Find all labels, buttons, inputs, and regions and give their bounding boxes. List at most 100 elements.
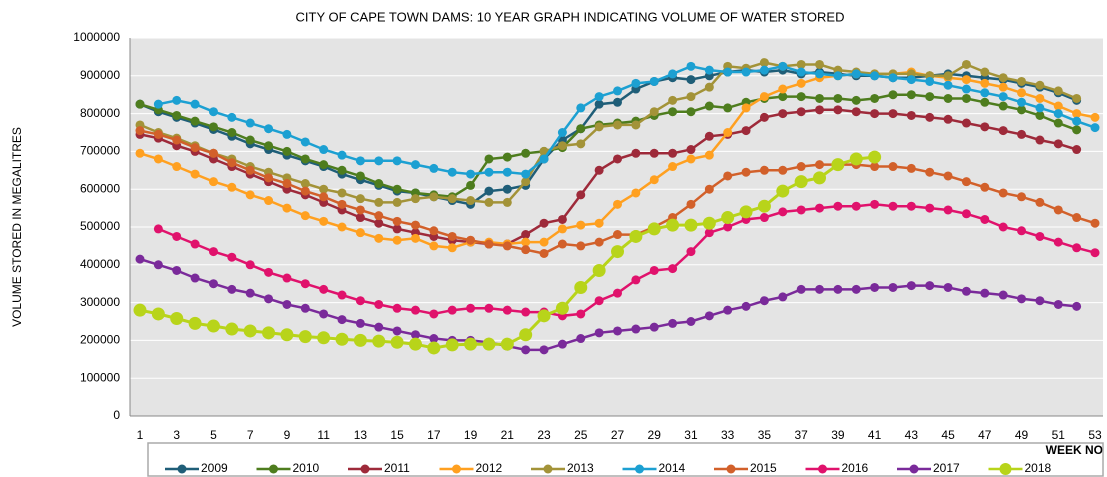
data-point	[300, 179, 310, 189]
data-point	[649, 265, 659, 275]
data-point	[576, 103, 586, 113]
data-point	[1035, 103, 1045, 113]
data-point	[282, 129, 292, 139]
data-point	[815, 203, 825, 213]
data-point	[539, 154, 549, 164]
x-tick-label: 27	[611, 428, 625, 442]
data-point	[870, 282, 880, 292]
data-point	[868, 150, 882, 164]
data-point	[410, 233, 420, 243]
data-point	[594, 328, 604, 338]
data-point	[300, 137, 310, 147]
data-point	[1053, 205, 1063, 215]
data-point	[741, 167, 751, 177]
data-point	[870, 162, 880, 172]
data-point	[815, 69, 825, 79]
data-point	[372, 334, 386, 348]
data-point	[647, 222, 661, 236]
data-point	[888, 90, 898, 100]
data-point	[519, 328, 533, 342]
data-point	[447, 243, 457, 253]
data-point	[815, 284, 825, 294]
data-point	[943, 171, 953, 181]
data-point	[613, 230, 622, 240]
data-point	[961, 209, 971, 219]
data-point	[631, 148, 641, 158]
data-point	[1072, 243, 1082, 253]
data-point	[906, 90, 916, 100]
data-point	[245, 190, 255, 200]
data-point	[190, 99, 200, 109]
data-point	[429, 163, 439, 173]
data-point	[1072, 116, 1082, 126]
data-point	[668, 318, 678, 328]
data-point	[831, 158, 845, 172]
data-point	[262, 326, 276, 340]
x-tick-label: 29	[648, 428, 662, 442]
data-point	[613, 86, 622, 96]
y-axis-label: VOLUME STORED IN MEGALITRES	[10, 127, 24, 327]
data-point	[335, 332, 349, 346]
data-point	[906, 201, 916, 211]
data-point	[392, 197, 402, 207]
data-point	[264, 141, 274, 151]
data-point	[225, 322, 239, 336]
data-point	[282, 179, 292, 189]
data-point	[447, 305, 457, 315]
data-point	[153, 224, 163, 234]
data-point	[686, 247, 696, 257]
data-point	[613, 326, 622, 336]
data-point	[741, 301, 751, 311]
data-point	[813, 171, 827, 185]
data-point	[980, 97, 990, 107]
data-point	[300, 211, 310, 221]
data-point	[1053, 139, 1063, 149]
data-point	[1072, 125, 1082, 135]
data-point	[943, 114, 953, 124]
data-point	[594, 122, 604, 132]
data-point	[594, 296, 604, 306]
data-point	[355, 194, 365, 204]
data-point	[943, 205, 953, 215]
data-point	[1035, 231, 1045, 241]
data-point	[374, 179, 384, 189]
data-point	[576, 309, 586, 319]
data-point	[374, 156, 384, 166]
data-point	[668, 107, 678, 117]
data-point	[245, 288, 255, 298]
data-point	[778, 207, 788, 217]
data-point	[613, 120, 622, 130]
data-point	[961, 286, 971, 296]
data-point	[888, 282, 898, 292]
data-point	[1053, 101, 1063, 111]
data-point	[1035, 110, 1045, 120]
y-tick-label: 1000000	[73, 30, 120, 44]
data-point	[319, 145, 329, 155]
data-point	[337, 222, 347, 232]
data-point	[870, 109, 880, 119]
data-point	[337, 150, 347, 160]
x-tick-label: 43	[905, 428, 919, 442]
data-point	[594, 165, 604, 175]
data-point	[1090, 218, 1100, 228]
data-point	[649, 107, 659, 117]
data-point	[188, 316, 202, 330]
data-point	[355, 156, 365, 166]
data-point	[319, 216, 329, 226]
data-point	[1017, 76, 1027, 86]
data-point	[668, 95, 678, 105]
data-point	[684, 218, 698, 232]
data-point	[557, 128, 567, 137]
legend-label: 2012	[476, 461, 503, 475]
data-point	[611, 245, 624, 259]
data-point	[576, 139, 586, 149]
x-axis-label: WEEK NO	[1046, 443, 1103, 457]
data-point	[925, 167, 935, 177]
data-point	[429, 192, 439, 202]
data-point	[704, 131, 714, 141]
data-point	[300, 186, 310, 196]
data-point	[574, 280, 588, 294]
data-point	[374, 218, 384, 228]
x-tick-label: 25	[574, 428, 588, 442]
